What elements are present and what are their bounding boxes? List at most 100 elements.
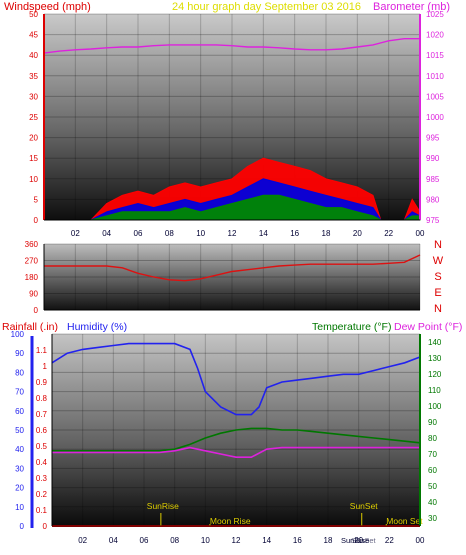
direction-degree-label: 180	[25, 273, 39, 282]
wind-direction-line	[44, 254, 421, 282]
windspeed-tick-label: 50	[29, 10, 38, 19]
humidity-line	[51, 342, 421, 416]
humidity-tick-label: 30	[15, 464, 24, 473]
temperature-tick-label: 90	[428, 418, 437, 427]
direction-degree-label: 360	[25, 240, 39, 249]
windspeed-tick-label: 35	[29, 72, 38, 81]
wind-hour-label: 06	[134, 229, 143, 238]
temp-hour-label: 12	[232, 536, 241, 545]
wind-hour-label: 10	[196, 229, 205, 238]
barometer-axis-title: Barometer (mb)	[373, 1, 450, 13]
barometer-tick-label: 1020	[426, 31, 444, 40]
humidity-tick-label: 100	[11, 330, 25, 339]
wind-hour-label: 16	[290, 229, 299, 238]
windspeed-axis-title: Windspeed (mph)	[4, 1, 91, 13]
windspeed-tick-label: 40	[29, 51, 38, 60]
rainfall-tick-label: 0.5	[36, 442, 48, 451]
windspeed-tick-label: 25	[29, 113, 38, 122]
temp-hour-label: 20	[354, 536, 363, 545]
moon-set-label: Moon Set	[386, 516, 423, 526]
rainfall-axis-title: Rainfall (.in)	[2, 321, 58, 333]
wind-hour-label: 02	[71, 229, 80, 238]
barometer-tick-label: 975	[426, 216, 440, 225]
barometer-tick-label: 1005	[426, 92, 444, 101]
wind-hour-label: 00	[416, 229, 425, 238]
temp-hour-label: 16	[293, 536, 302, 545]
humidity-tick-label: 40	[15, 445, 24, 454]
temp-hour-label: 18	[324, 536, 333, 545]
temperature-tick-label: 120	[428, 370, 442, 379]
temperature-tick-label: 110	[428, 386, 441, 395]
humidity-tick-label: 60	[15, 407, 24, 416]
humidity-tick-label: 0	[20, 522, 25, 531]
rainfall-tick-label: 1	[43, 362, 48, 371]
dew-point-f-line	[52, 446, 420, 459]
compass-label: E	[434, 287, 441, 299]
humidity-tick-label: 10	[15, 503, 24, 512]
barometer-tick-label: 985	[426, 175, 440, 184]
barometer-mb-line	[43, 38, 420, 54]
barometer-tick-label: 980	[426, 195, 440, 204]
direction-plot-area	[44, 244, 420, 310]
moon-rise-label: Moon Rise	[210, 516, 251, 526]
wind-hour-label: 14	[259, 229, 268, 238]
temperature-tick-label: 50	[428, 482, 437, 491]
rainfall-tick-label: 1.1	[36, 346, 48, 355]
direction-degree-label: 0	[34, 306, 39, 315]
temperature-tick-label: 60	[428, 466, 437, 475]
barometer-tick-label: 995	[426, 134, 440, 143]
rainfall-tick-label: 0.8	[36, 394, 48, 403]
temperature-tick-label: 70	[428, 450, 437, 459]
overlapping-event-label: SunRise	[341, 536, 369, 545]
direction-degree-labels: 360 270 180 90 0	[25, 240, 39, 315]
wind-hour-label: 22	[384, 229, 393, 238]
compass-label: N	[434, 303, 442, 315]
temp-hour-labels: 02 04 06 08 10 12 14 16 18 20 22 00	[78, 536, 425, 545]
compass-label: N	[434, 239, 442, 251]
temperature-tick-label: 80	[428, 434, 437, 443]
rainfall-tick-label: 0.1	[36, 506, 48, 515]
temperature-tick-label: 100	[428, 402, 442, 411]
wind-hour-label: 04	[102, 229, 111, 238]
dewpoint-axis-title: Dew Point (°F)	[394, 321, 462, 333]
windspeed-tick-label: 10	[29, 175, 38, 184]
windspeed-tick-label: 30	[29, 92, 38, 101]
temp-hour-label: 00	[416, 536, 425, 545]
humidity-tick-label: 50	[15, 426, 24, 435]
wind-hour-label: 18	[322, 229, 331, 238]
rainfall-tick-labels: 0 0.1 0.2 0.3 0.4 0.5 0.6 0.7 0.8 0.9 1 1.1	[36, 346, 48, 531]
humidity-axis-title: Humidity (%)	[67, 321, 127, 333]
sunrise-label: SunRise	[147, 501, 179, 511]
wind-hour-label: 20	[353, 229, 362, 238]
rainfall-tick-label: 0.6	[36, 426, 48, 435]
temperature-f-line	[52, 427, 421, 452]
wind-hour-label: 12	[228, 229, 237, 238]
humidity-tick-label: 70	[15, 388, 24, 397]
humidity-tick-labels: 0 10 20 30 40 50 60 70 80 90 100	[11, 330, 25, 531]
rainfall-tick-label: 0.2	[36, 490, 48, 499]
barometer-tick-label: 990	[426, 154, 440, 163]
temp-hour-label: 06	[140, 536, 149, 545]
barometer-tick-label: 1010	[426, 72, 444, 81]
rainfall-tick-label: 0.4	[36, 458, 48, 467]
compass-label: S	[434, 271, 441, 283]
temp-hour-label: 02	[78, 536, 87, 545]
temperature-tick-label: 130	[428, 354, 442, 363]
rainfall-tick-label: 0.7	[36, 410, 48, 419]
windspeed-tick-label: 20	[29, 134, 38, 143]
temp-hour-label: 10	[201, 536, 210, 545]
compass-label: W	[433, 255, 444, 267]
windspeed-tick-label: 5	[34, 195, 39, 204]
overlapping-event-label: SunSet	[351, 536, 377, 545]
barometer-tick-label: 1000	[426, 113, 444, 122]
temperature-tick-label: 40	[428, 498, 437, 507]
rainfall-tick-label: 0	[43, 522, 48, 531]
temp-hour-label: 14	[262, 536, 271, 545]
humidity-tick-label: 90	[15, 349, 24, 358]
temperature-axis-title: Temperature (°F)	[312, 321, 391, 333]
temp-hour-label: 22	[385, 536, 394, 545]
temperature-tick-labels: 30 40 50 60 70 80 90 100 110 120 130 140	[428, 338, 442, 523]
